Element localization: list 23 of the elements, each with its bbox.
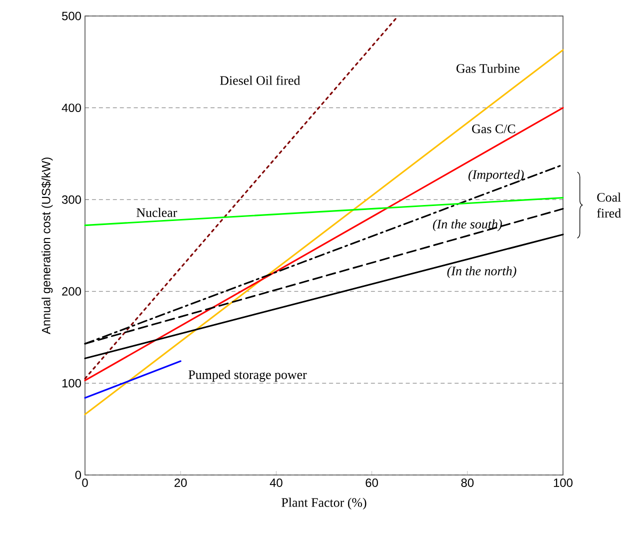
y-tick-label: 0 (75, 470, 82, 480)
y-tick-label: 200 (62, 287, 82, 296)
text: Coal fired (597, 192, 621, 218)
x-tick-label: 40 (270, 478, 282, 487)
series-label: (Imported) (468, 170, 524, 182)
series-label: (In the north) (447, 266, 516, 278)
x-tick-label: 60 (366, 478, 378, 487)
x-tick-label: 0 (82, 478, 88, 487)
y-tick-label: 300 (62, 195, 82, 204)
series-label: Nuclear (136, 208, 178, 218)
series-label: (In the south) (432, 219, 502, 232)
x-tick-label: 100 (554, 478, 573, 487)
y-tick-label: 400 (62, 104, 82, 112)
series-label: Pumped storage power (188, 370, 307, 382)
x-tick-label: 20 (174, 478, 187, 487)
series-label: Gas Turbine (456, 64, 520, 73)
x-axis-title: Plant Factor (%) (282, 498, 366, 510)
series-label: Gas C/C (472, 124, 516, 134)
text: Diesel Oil fired (220, 76, 300, 85)
y-axis-title: Annual generation cost (US$/kW) (41, 158, 53, 334)
y-tick-label: 500 (62, 12, 82, 20)
y-tick-label: 100 (62, 378, 82, 388)
x-tick-label: 80 (461, 478, 474, 487)
